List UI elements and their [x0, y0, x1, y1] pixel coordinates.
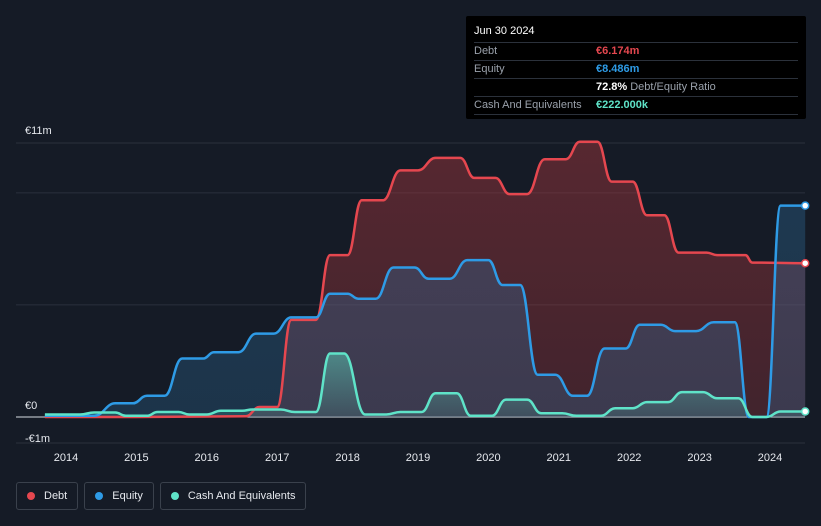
equity-area	[44, 205, 806, 417]
tooltip-debt-label: Debt	[474, 45, 498, 57]
cash-endpoint	[800, 407, 810, 416]
legend-item-equity[interactable]: Equity	[84, 482, 154, 510]
equity-dot-icon	[95, 492, 104, 500]
cash-line	[44, 352, 806, 419]
x-tick-label: 2019	[406, 452, 430, 464]
x-tick-label: 2018	[335, 452, 359, 464]
y-tick-label: €0	[25, 400, 37, 412]
x-tick-label: 2014	[54, 452, 78, 464]
x-tick-label: 2020	[476, 452, 500, 464]
chart-areas	[44, 141, 806, 418]
legend-item-cash[interactable]: Cash And Equivalents	[159, 482, 307, 510]
tooltip-ratio-label: Debt/Equity Ratio	[630, 81, 716, 93]
tooltip-date: Jun 30 2024	[474, 25, 535, 37]
x-tick-label: 2016	[195, 452, 219, 464]
tooltip-equity-value: €8.486m	[596, 63, 640, 75]
y-tick-label: €11m	[25, 125, 52, 137]
tooltip-ratio-row: 72.8% Debt/Equity Ratio	[474, 78, 798, 96]
chart-lines	[44, 140, 806, 419]
tooltip-cash-row: Cash And Equivalents €222.000k	[474, 96, 798, 115]
tooltip-ratio-spacer	[474, 79, 596, 96]
cash-area	[44, 353, 806, 417]
legend-debt-label: Debt	[44, 490, 68, 502]
x-tick-label: 2022	[617, 452, 641, 464]
legend-cash-label: Cash And Equivalents	[187, 490, 296, 502]
tooltip-debt-value: €6.174m	[596, 45, 640, 57]
x-tick-label: 2017	[265, 452, 289, 464]
tooltip-panel: Jun 30 2024 Debt €6.174m Equity €8.486m …	[466, 16, 806, 119]
tooltip-debt-row: Debt €6.174m	[474, 42, 798, 60]
tooltip-equity-row: Equity €8.486m	[474, 60, 798, 78]
legend-equity-label: Equity	[112, 490, 143, 502]
debt-line	[44, 140, 806, 419]
x-tick-label: 2015	[124, 452, 148, 464]
x-axis-labels: 2014 2015 2016 2017 2018 2019 2020 2021 2022 2023…	[54, 452, 782, 464]
y-tick-label: -€1m	[25, 433, 50, 445]
x-tick-label: 2021	[547, 452, 571, 464]
y-axis-labels: €11m €0 -€1m	[25, 125, 52, 445]
series-endpoints	[800, 201, 810, 416]
equity-line	[44, 204, 806, 419]
tooltip-equity-label: Equity	[474, 63, 505, 75]
x-tick-label: 2023	[687, 452, 711, 464]
x-tick-label: 2024	[758, 452, 782, 464]
tooltip-ratio-value: 72.8%	[596, 81, 628, 93]
tooltip-cash-label: Cash And Equivalents	[474, 99, 582, 111]
cash-dot-icon	[170, 492, 179, 500]
debt-endpoint	[800, 258, 810, 268]
chart-legend: Debt Equity Cash And Equivalents	[16, 482, 307, 510]
legend-item-debt[interactable]: Debt	[16, 482, 79, 510]
debt-dot-icon	[27, 492, 35, 500]
tooltip-cash-value: €222.000k	[596, 99, 648, 111]
equity-endpoint	[800, 201, 810, 210]
